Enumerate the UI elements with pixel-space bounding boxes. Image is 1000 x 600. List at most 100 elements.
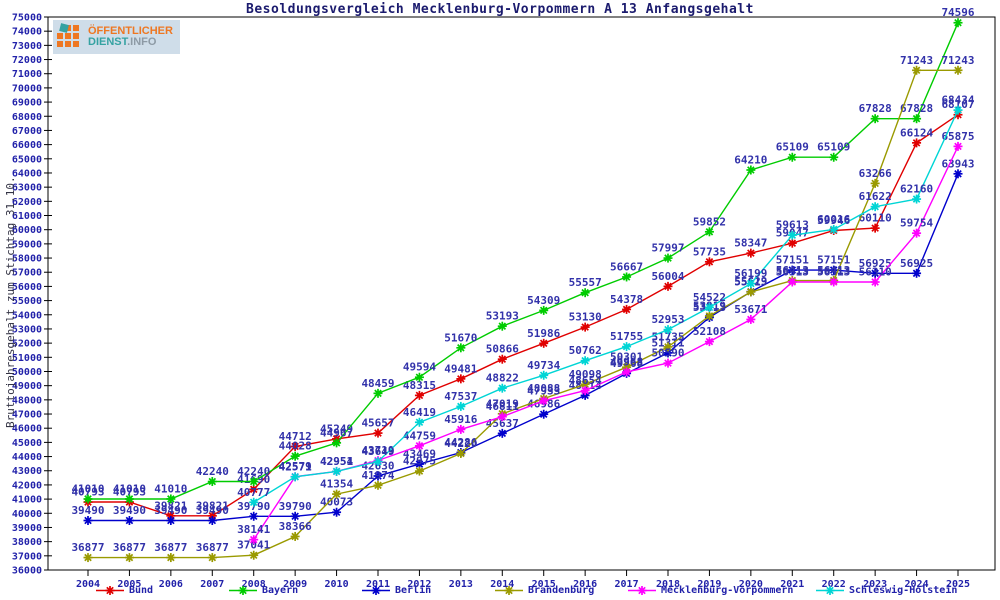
data-point-marker (414, 441, 424, 451)
point-label: 48315 (403, 379, 436, 392)
point-label: 50762 (569, 344, 602, 357)
series-bund: 4079340793398213982141690447124524945657… (71, 98, 975, 521)
y-tick-label: 36000 (12, 566, 42, 577)
point-label: 38366 (279, 520, 312, 533)
y-tick-label: 74000 (12, 27, 42, 38)
point-label: 48654 (569, 374, 602, 387)
legend-item-brandenburg: Brandenburg (494, 585, 594, 596)
logo-text-line1: ÖFFENTLICHER (88, 25, 173, 37)
data-point-marker (497, 428, 507, 438)
x-tick-label: 2016 (573, 579, 597, 590)
data-point-marker (580, 379, 590, 389)
point-label: 49968 (610, 355, 643, 368)
data-point-marker (746, 314, 756, 324)
x-tick-label: 2021 (780, 579, 804, 590)
y-tick-label: 51000 (12, 353, 42, 364)
data-point-marker (83, 516, 93, 526)
y-tick-label: 70000 (12, 83, 42, 94)
data-point-marker (663, 253, 673, 263)
y-tick-label: 62000 (12, 197, 42, 208)
data-point-marker (371, 586, 381, 595)
data-point-marker (456, 424, 466, 434)
point-label: 48088 (527, 382, 560, 395)
y-tick-label: 43000 (12, 466, 42, 477)
data-point-marker (539, 396, 549, 406)
data-point-marker (166, 516, 176, 526)
y-tick-label: 52000 (12, 339, 42, 350)
point-label: 44220 (444, 437, 477, 450)
legend-item-mecklenburg-vorpommern: Mecklenburg-Vorpommern (627, 585, 793, 596)
x-tick-label: 2022 (822, 579, 846, 590)
point-label: 68434 (941, 94, 974, 107)
point-label: 63266 (859, 167, 892, 180)
point-label: 51670 (444, 331, 477, 344)
data-point-marker (332, 489, 342, 499)
logo-text-line2: DIENST.INFO (88, 36, 157, 48)
data-point-marker (912, 138, 922, 148)
point-label: 64210 (734, 153, 767, 166)
data-point-marker (663, 281, 673, 291)
y-tick-label: 42000 (12, 480, 42, 491)
data-point-marker (456, 374, 466, 384)
series-schleswig-holstein: 40777 42571 42951 43649 46419 47537 48822 49734… (237, 94, 975, 507)
x-tick-label: 2009 (283, 579, 307, 590)
point-label: 54378 (610, 293, 643, 306)
point-label: 59852 (693, 215, 726, 228)
point-label: 53193 (486, 310, 519, 323)
data-point-marker (414, 390, 424, 400)
x-tick-label: 2024 (905, 579, 929, 590)
y-tick-label: 73000 (12, 41, 42, 52)
series-line-berlin (88, 173, 959, 522)
data-point-marker (166, 553, 176, 563)
data-point-marker (870, 114, 880, 124)
data-point-marker (332, 466, 342, 476)
point-label: 52953 (651, 313, 684, 326)
y-tick-label: 46000 (12, 424, 42, 435)
data-point-marker (622, 367, 632, 377)
data-point-marker (580, 386, 590, 396)
data-point-marker (497, 321, 507, 331)
data-point-marker (829, 277, 839, 287)
series-brandenburg: 36877 36877 36877 36877 37041 38366 41354 41974… (71, 54, 975, 563)
data-point-marker (207, 516, 217, 526)
data-point-marker (704, 302, 714, 312)
data-point-marker (456, 401, 466, 411)
logo-square (73, 25, 79, 31)
point-label: 49734 (527, 359, 560, 372)
point-label: 56313 (776, 265, 809, 278)
point-label: 48459 (361, 377, 394, 390)
logo-square (65, 41, 71, 47)
data-point-marker (704, 257, 714, 267)
legend-label-bayern: Bayern (262, 585, 299, 596)
data-point-marker (622, 304, 632, 314)
data-point-marker (373, 428, 383, 438)
data-point-marker (663, 358, 673, 368)
data-point-marker (249, 497, 259, 507)
point-label: 36877 (71, 541, 104, 554)
x-tick-label: 2013 (449, 579, 473, 590)
x-tick-label: 2025 (946, 579, 970, 590)
point-label: 42975 (403, 455, 436, 468)
point-label: 53671 (734, 303, 767, 316)
legend-item-bund: Bund (95, 585, 153, 596)
point-label: 57997 (651, 242, 684, 255)
point-label: 52108 (693, 325, 726, 338)
data-point-marker (290, 472, 300, 482)
point-label: 42571 (279, 460, 312, 473)
data-point-marker (787, 265, 797, 275)
y-tick-label: 49000 (12, 381, 42, 392)
data-point-marker (829, 152, 839, 162)
point-label: 56313 (817, 265, 850, 278)
data-point-marker (663, 348, 673, 358)
point-label: 42951 (320, 455, 353, 468)
y-tick-label: 54000 (12, 310, 42, 321)
point-label: 60016 (817, 213, 850, 226)
data-point-marker (953, 169, 963, 179)
point-label: 57151 (817, 254, 850, 267)
series-line-schleswig-holstein (253, 109, 959, 503)
data-point-marker (124, 494, 134, 504)
data-point-marker (539, 305, 549, 315)
legend-label-mecklenburg-vorpommern: Mecklenburg-Vorpommern (661, 585, 794, 596)
logo-teal-square (59, 23, 69, 33)
data-point-marker (825, 586, 835, 595)
